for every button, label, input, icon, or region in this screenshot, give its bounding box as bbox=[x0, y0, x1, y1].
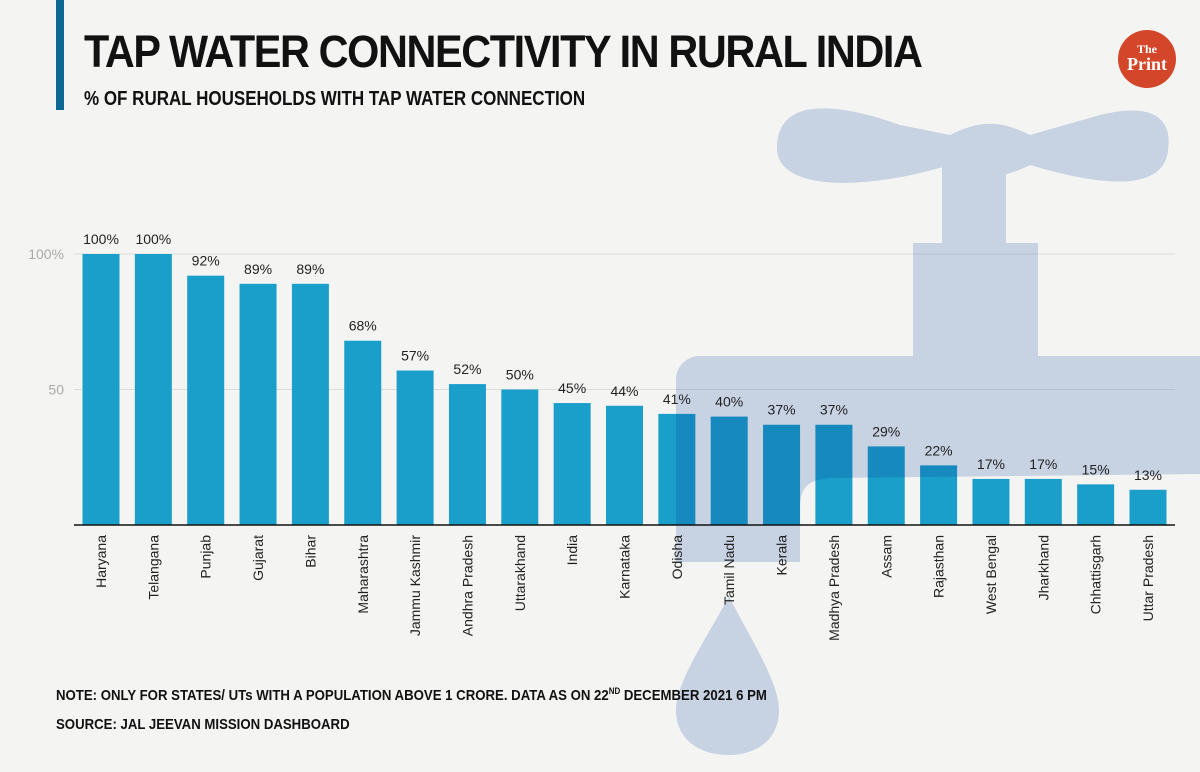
data-label: 40% bbox=[715, 394, 743, 410]
bar bbox=[972, 478, 1010, 525]
x-tick-label: Haryana bbox=[93, 535, 109, 588]
data-label: 89% bbox=[296, 261, 324, 277]
x-tick-label: Andhra Pradesh bbox=[459, 535, 475, 636]
x-tick-label: Uttar Pradesh bbox=[1140, 535, 1156, 621]
source-note: SOURCE: JAL JEEVAN MISSION DASHBOARD bbox=[56, 716, 350, 733]
x-tick-label: Odisha bbox=[669, 535, 685, 580]
y-tick-label: 100% bbox=[28, 246, 64, 262]
chart-subtitle: % OF RURAL HOUSEHOLDS WITH TAP WATER CON… bbox=[84, 88, 586, 110]
x-tick-label: Chhattisgarh bbox=[1088, 535, 1104, 614]
data-label: 17% bbox=[977, 456, 1005, 472]
data-label: 15% bbox=[1082, 461, 1110, 477]
x-tick-label: Assam bbox=[878, 535, 894, 578]
data-label: 17% bbox=[1029, 456, 1057, 472]
data-label: 89% bbox=[244, 261, 272, 277]
x-tick-label: Madhya Pradesh bbox=[826, 535, 842, 641]
data-label: 45% bbox=[558, 380, 586, 396]
x-tick-label: Punjab bbox=[198, 535, 214, 579]
data-label: 41% bbox=[663, 391, 691, 407]
data-label: 22% bbox=[925, 442, 953, 458]
x-tick-label: India bbox=[564, 535, 580, 566]
note-text-end: DECEMBER 2021 6 PM bbox=[620, 687, 767, 704]
data-label: 29% bbox=[872, 423, 900, 439]
x-tick-label: Maharashtra bbox=[355, 535, 371, 614]
y-tick-label: 50 bbox=[48, 382, 64, 398]
bar bbox=[344, 340, 382, 525]
data-label: 100% bbox=[83, 231, 119, 247]
x-tick-label: Rajasthan bbox=[931, 535, 947, 598]
data-label: 50% bbox=[506, 367, 534, 383]
x-tick-label: Uttarakhand bbox=[512, 535, 528, 611]
data-label: 13% bbox=[1134, 467, 1162, 483]
note-sup: ND bbox=[608, 686, 621, 696]
x-tick-label: Jharkhand bbox=[1035, 535, 1051, 600]
bar bbox=[82, 254, 120, 525]
data-label: 92% bbox=[192, 253, 220, 269]
chart-title: TAP WATER CONNECTIVITY IN RURAL INDIA bbox=[84, 26, 923, 77]
bar bbox=[187, 275, 225, 525]
bar bbox=[291, 283, 329, 525]
bar bbox=[1024, 478, 1062, 525]
bar bbox=[553, 403, 591, 525]
data-label: 68% bbox=[349, 318, 377, 334]
data-label: 52% bbox=[453, 361, 481, 377]
footnote: NOTE: ONLY FOR STATES/ UTs WITH A POPULA… bbox=[56, 686, 767, 704]
x-tick-label: Gujarat bbox=[250, 535, 266, 581]
bar bbox=[134, 254, 172, 525]
bar bbox=[239, 283, 277, 525]
theprint-logo: The Print bbox=[1118, 30, 1176, 88]
x-tick-label: West Bengal bbox=[983, 535, 999, 614]
x-tick-label: Karnataka bbox=[617, 535, 633, 599]
tap-faucet-icon bbox=[676, 108, 1200, 755]
data-label: 100% bbox=[135, 231, 171, 247]
accent-bar bbox=[56, 0, 64, 110]
x-tick-label: Kerala bbox=[774, 535, 790, 576]
bar bbox=[396, 370, 434, 525]
bar bbox=[501, 389, 539, 525]
x-tick-label: Jammu Kashmir bbox=[407, 535, 423, 636]
bar bbox=[448, 384, 486, 525]
data-label: 57% bbox=[401, 348, 429, 364]
data-label: 37% bbox=[768, 402, 796, 418]
x-tick-label: Telangana bbox=[145, 535, 161, 600]
data-label: 37% bbox=[820, 402, 848, 418]
bar bbox=[1077, 484, 1115, 525]
note-text: NOTE: ONLY FOR STATES/ UTs WITH A POPULA… bbox=[56, 687, 609, 704]
x-tick-label: Bihar bbox=[302, 535, 318, 568]
x-tick-label: Tamil Nadu bbox=[721, 535, 737, 605]
bar bbox=[606, 405, 643, 525]
data-label: 44% bbox=[610, 383, 638, 399]
bar bbox=[1129, 489, 1167, 525]
